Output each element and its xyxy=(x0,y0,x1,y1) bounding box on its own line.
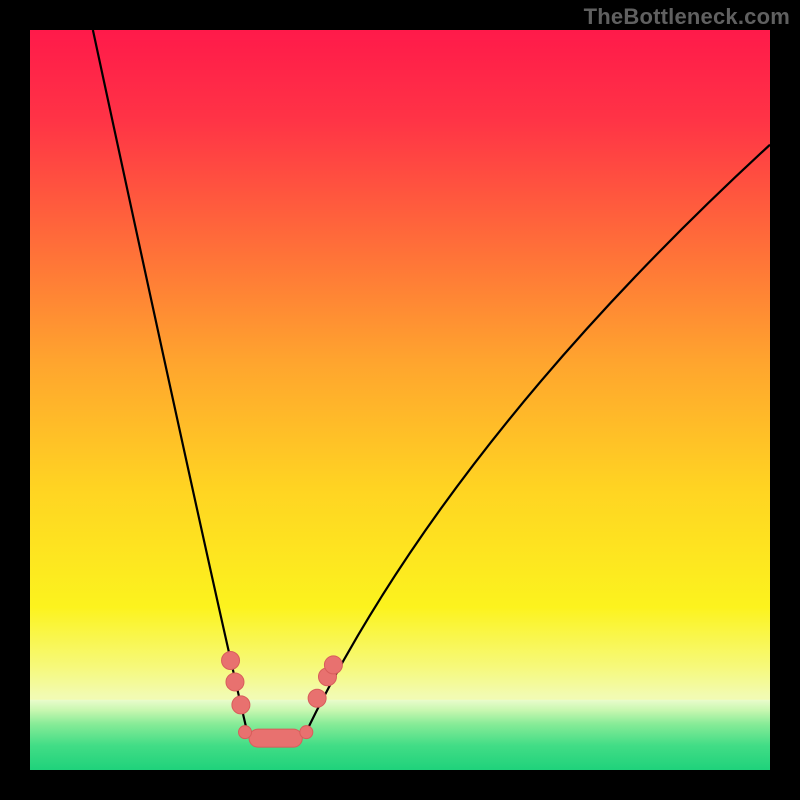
curve-marker xyxy=(324,656,342,674)
marker-group xyxy=(222,651,343,747)
curve-marker xyxy=(239,726,252,739)
curve-marker xyxy=(308,689,326,707)
plot-area xyxy=(30,30,770,770)
curve-layer xyxy=(30,30,770,770)
watermark-text: TheBottleneck.com xyxy=(584,4,790,30)
bottleneck-curve xyxy=(93,30,770,737)
curve-marker xyxy=(232,696,250,714)
chart-canvas: TheBottleneck.com xyxy=(0,0,800,800)
curve-marker xyxy=(300,726,313,739)
curve-marker xyxy=(226,673,244,691)
valley-pill xyxy=(249,729,302,747)
curve-marker xyxy=(222,651,240,669)
